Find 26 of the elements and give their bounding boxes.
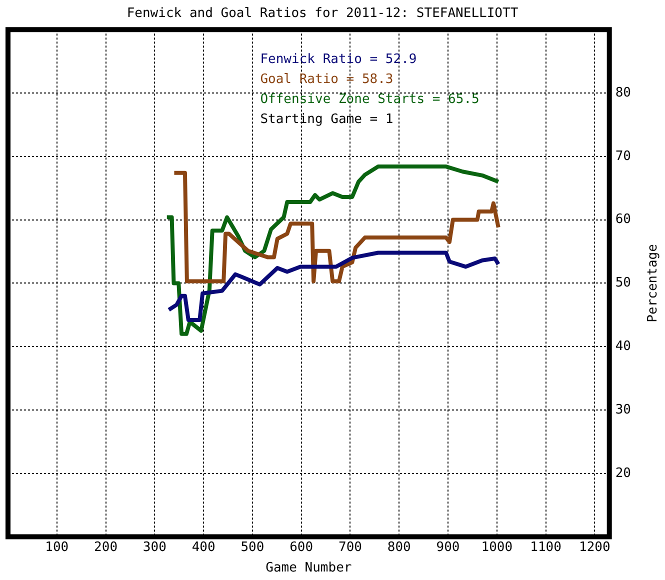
y-tick-label: 60	[615, 212, 632, 228]
x-tick-label: 400	[192, 540, 216, 555]
y-tick-label: 40	[615, 338, 632, 354]
y-tick-label: 20	[615, 466, 632, 481]
text: Fenwick Ratio = 52.9	[260, 52, 417, 67]
annotation: Starting Game = 1	[260, 112, 394, 127]
text: Offensive Zone Starts = 65.5	[260, 92, 480, 107]
x-tick-label: 500	[240, 540, 264, 555]
x-tick-label: 100	[45, 540, 69, 555]
chart-title: Fenwick and Goal Ratios for 2011-12: STEFANELLIOTT	[126, 6, 518, 22]
x-axis-title: Game Number	[266, 560, 352, 576]
x-tick-label: 800	[387, 540, 411, 555]
y-tick-label: 70	[615, 148, 632, 164]
y-tick-label: 50	[615, 276, 632, 291]
x-tick-label: 1000	[481, 540, 513, 555]
x-tick-label: 700	[338, 540, 362, 555]
text: Goal Ratio = 58.3	[260, 72, 394, 87]
x-tick-label: 1100	[530, 540, 562, 555]
x-tick-label: 200	[94, 540, 118, 555]
x-tick-label: 900	[436, 540, 460, 555]
y-tick-label: 80	[615, 85, 632, 100]
y-tick-label: 30	[615, 402, 632, 418]
y-axis-title: Percentage	[645, 244, 660, 322]
x-tick-label: 600	[290, 540, 314, 555]
x-tick-label: 300	[142, 540, 166, 555]
x-tick-label: 1200	[579, 540, 610, 555]
